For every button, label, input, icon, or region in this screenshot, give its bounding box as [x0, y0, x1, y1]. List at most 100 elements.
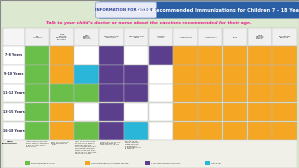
Bar	[25, 46, 49, 65]
Bar	[173, 103, 198, 121]
Text: catch up: catch up	[211, 162, 221, 164]
Text: Talk to your child’s doctor or nurse about the vaccines recommended for their ag: Talk to your child’s doctor or nurse abo…	[46, 21, 252, 25]
Bar	[223, 46, 247, 65]
Text: MMR
Measles,
mumps,
rubella: MMR Measles, mumps, rubella	[255, 35, 265, 39]
Bar	[223, 28, 247, 46]
FancyBboxPatch shape	[98, 2, 299, 18]
Bar	[173, 28, 198, 46]
Bar	[99, 84, 123, 102]
Bar	[198, 28, 222, 46]
Bar	[3, 46, 25, 65]
Text: Influenza (flu) vaccine
every year for everyone
6 mo. & older (inact.
form only): Influenza (flu) vaccine every year for e…	[26, 141, 48, 148]
Bar	[198, 122, 222, 140]
FancyBboxPatch shape	[95, 2, 156, 18]
Bar	[223, 65, 247, 84]
Bar	[99, 28, 123, 46]
Text: Polio: Polio	[233, 36, 238, 37]
Text: HPV: 11-12 yrs old to
26 yrs old (2 doses);
give HPV vaccine
to those who were n: HPV: 11-12 yrs old to 26 yrs old (2 dose…	[75, 141, 97, 154]
Bar	[50, 28, 74, 46]
Bar	[25, 84, 49, 102]
Text: HPV
Human
papillo-
mavirus: HPV Human papillo- mavirus	[83, 35, 91, 39]
Bar	[272, 103, 297, 121]
Bar	[149, 103, 173, 121]
Bar	[50, 122, 74, 140]
Text: Meningococcal
MenACWY: Meningococcal MenACWY	[104, 36, 119, 38]
Bar	[272, 28, 297, 46]
Bar	[223, 84, 247, 102]
Bar	[149, 122, 173, 140]
Bar	[272, 122, 297, 140]
Text: Hepatitis B: Hepatitis B	[180, 36, 192, 38]
Text: Recommended for all: Recommended for all	[31, 162, 55, 163]
Bar	[205, 161, 210, 165]
Bar	[248, 65, 272, 84]
Text: 13-15 Years: 13-15 Years	[3, 110, 25, 114]
Bar	[124, 122, 148, 140]
Bar	[3, 103, 25, 121]
Text: 2 recommended vaccines: 2 recommended vaccines	[151, 162, 180, 163]
Bar	[3, 65, 25, 84]
Bar	[223, 103, 247, 121]
Bar	[149, 46, 173, 65]
Text: 9-10 Years: 9-10 Years	[4, 72, 24, 76]
Text: 16-18 Years: 16-18 Years	[3, 129, 25, 133]
Bar	[173, 65, 198, 84]
Bar	[99, 46, 123, 65]
Bar	[124, 103, 148, 121]
Text: More
Information: More Information	[2, 141, 18, 143]
Bar	[25, 161, 30, 165]
Bar	[124, 28, 148, 46]
Bar	[248, 46, 272, 65]
Bar	[3, 122, 25, 140]
Bar	[272, 84, 297, 102]
Bar	[124, 46, 148, 65]
Bar	[25, 65, 49, 84]
Bar	[25, 122, 49, 140]
Bar	[25, 103, 49, 121]
Bar	[124, 65, 148, 84]
Bar	[50, 65, 74, 84]
Bar	[198, 103, 222, 121]
Bar	[3, 84, 25, 102]
Text: HPV: 11-12 yrs old;
give one dose of
Tdap: HPV: 11-12 yrs old; give one dose of Tda…	[51, 141, 69, 145]
Bar	[74, 46, 99, 65]
Bar	[50, 84, 74, 102]
Bar	[25, 28, 49, 46]
Text: INFORMATION FOR PARENTS: INFORMATION FOR PARENTS	[95, 8, 157, 12]
Text: 11-12 Years: 11-12 Years	[3, 91, 25, 95]
Bar	[85, 161, 90, 165]
Bar	[3, 28, 25, 46]
Text: Hepatitis A: Hepatitis A	[205, 36, 216, 38]
Bar	[198, 84, 222, 102]
Bar	[99, 65, 123, 84]
Bar	[173, 46, 198, 65]
Text: 7-8 Years: 7-8 Years	[5, 53, 22, 57]
Bar	[149, 65, 173, 84]
Bar	[248, 84, 272, 102]
Text: Flu
Influenza: Flu Influenza	[33, 36, 42, 38]
Text: MenACWY: 11-12 yrs;
give one dose of
MenACWY at 16 yrs: MenACWY: 11-12 yrs; give one dose of Men…	[100, 141, 121, 145]
Bar	[124, 84, 148, 102]
Bar	[99, 103, 123, 121]
Bar	[3, 140, 297, 168]
Bar	[74, 65, 99, 84]
Bar	[198, 46, 222, 65]
Bar	[145, 161, 150, 165]
Bar	[248, 28, 272, 46]
Bar	[74, 84, 99, 102]
Bar	[74, 122, 99, 140]
Bar	[272, 65, 297, 84]
Bar	[173, 122, 198, 140]
Text: 2019 Recommended Immunizations for Children 7 - 18 Years Old: 2019 Recommended Immunizations for Child…	[137, 8, 299, 12]
Bar	[248, 122, 272, 140]
Text: Pneumo-
coccal: Pneumo- coccal	[156, 36, 166, 38]
Text: Chickenpox
Varicella: Chickenpox Varicella	[278, 36, 291, 38]
Text: Range 16-18
years consider
MenB vaccine;
2 different or
3 meningococcal
B vaccin: Range 16-18 years consider MenB vaccine;…	[125, 141, 141, 149]
Text: Recommended for certain groups: Recommended for certain groups	[91, 162, 128, 164]
Bar	[50, 103, 74, 121]
Bar	[50, 46, 74, 65]
Bar	[74, 103, 99, 121]
Bar	[272, 46, 297, 65]
Text: Meningococcal
MenB: Meningococcal MenB	[129, 36, 144, 38]
Bar	[99, 122, 123, 140]
